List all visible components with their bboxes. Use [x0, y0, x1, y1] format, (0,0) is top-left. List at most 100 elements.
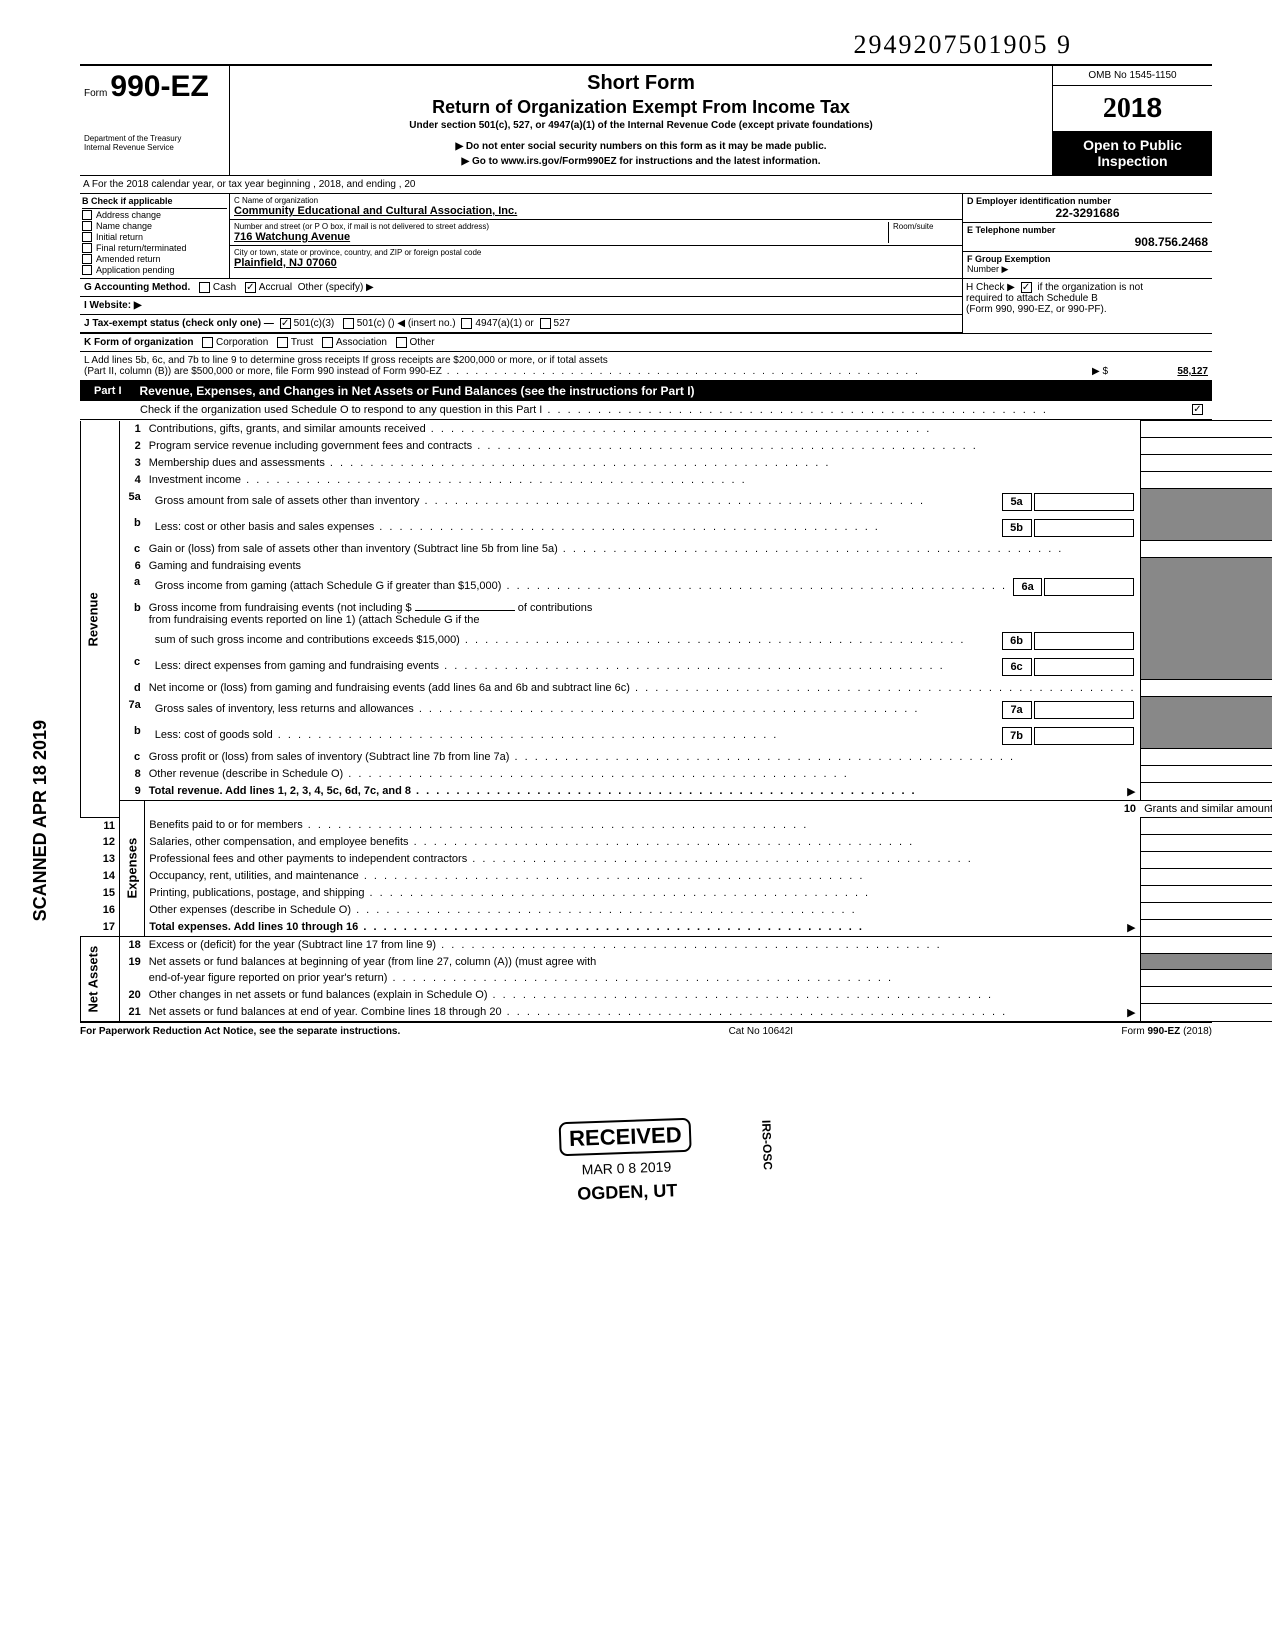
- side-netassets: Net Assets: [81, 937, 120, 1022]
- d6b4-wrap: sum of such gross income and contributio…: [145, 628, 1140, 654]
- footer-left: For Paperwork Reduction Act Notice, see …: [80, 1026, 400, 1037]
- mn6b: 6b: [1002, 632, 1032, 650]
- d21-wrap: Net assets or fund balances at end of ye…: [145, 1004, 1140, 1022]
- part1-sub-text: Check if the organization used Schedule …: [140, 404, 1048, 416]
- chk-501c[interactable]: [343, 318, 354, 329]
- d2: Program service revenue including govern…: [145, 438, 1140, 455]
- chk-address-change[interactable]: [82, 210, 92, 220]
- n18: 18: [120, 937, 145, 954]
- d13: Professional fees and other payments to …: [145, 851, 1140, 868]
- d3: Membership dues and assessments: [145, 455, 1140, 472]
- k-label: K Form of organization: [84, 337, 193, 348]
- d6b1: Gross income from fundraising events (no…: [149, 602, 412, 614]
- a17: ▶: [1127, 921, 1135, 934]
- rn19-shade: [1140, 954, 1272, 970]
- d7a-wrap: Gross sales of inventory, less returns a…: [145, 697, 1140, 723]
- chk-corp[interactable]: [202, 337, 213, 348]
- rn3: 3: [1140, 455, 1272, 472]
- chk-4947[interactable]: [461, 318, 472, 329]
- part1-sub: Check if the organization used Schedule …: [80, 401, 1212, 420]
- d6b3: from fundraising events reported on line…: [149, 614, 480, 626]
- chk-schedule-o[interactable]: ✓: [1192, 404, 1203, 415]
- mv5a: [1034, 493, 1134, 511]
- chk-527[interactable]: [540, 318, 551, 329]
- mn5a: 5a: [1002, 493, 1032, 511]
- n17: 17: [81, 919, 120, 937]
- n6: 6: [120, 558, 145, 574]
- d5a-wrap: Gross amount from sale of assets other t…: [145, 489, 1140, 515]
- mv7a: [1034, 701, 1134, 719]
- handwritten-number: 2949207501905 9: [80, 30, 1212, 60]
- chk-amended[interactable]: [82, 254, 92, 264]
- open-public-2: Inspection: [1059, 153, 1206, 169]
- open-public: Open to Public Inspection: [1053, 131, 1212, 175]
- n5b: b: [120, 515, 145, 541]
- rn11: 11: [1140, 817, 1272, 834]
- chk-initial-return[interactable]: [82, 232, 92, 242]
- d6a-wrap: Gross income from gaming (attach Schedul…: [145, 574, 1140, 600]
- lbl-4947: 4947(a)(1) or: [475, 318, 533, 329]
- part1-title: Revenue, Expenses, and Changes in Net As…: [140, 384, 695, 398]
- form-prefix: Form: [84, 88, 107, 99]
- n8: 8: [120, 766, 145, 783]
- short-form-label: Short Form: [240, 72, 1042, 95]
- scanned-stamp: SCANNED APR 18 2019: [30, 720, 51, 921]
- rn15: 15: [1140, 885, 1272, 902]
- block-bcdef: B Check if applicable Address change Nam…: [80, 194, 1212, 279]
- chk-accrual[interactable]: ✓: [245, 282, 256, 293]
- n5a: 5a: [120, 489, 145, 515]
- h-text1: if the organization is not: [1037, 282, 1143, 293]
- rn19: 19: [1140, 970, 1272, 987]
- chk-501c3[interactable]: ✓: [280, 318, 291, 329]
- d18: Excess or (deficit) for the year (Subtra…: [145, 937, 1140, 954]
- c-street-label: Number and street (or P O box, if mail i…: [234, 222, 888, 231]
- n12: 12: [81, 834, 120, 851]
- d5b: Less: cost or other basis and sales expe…: [151, 519, 1000, 537]
- n15: 15: [81, 885, 120, 902]
- header-right: OMB No 1545-1150 2018 Open to Public Ins…: [1052, 66, 1212, 175]
- e-label: E Telephone number: [967, 225, 1208, 235]
- d1: Contributions, gifts, grants, and simila…: [145, 421, 1140, 438]
- header-center: Short Form Return of Organization Exempt…: [230, 66, 1052, 175]
- rn14: 14: [1140, 868, 1272, 885]
- rn20: 20: [1140, 987, 1272, 1004]
- org-city: Plainfield, NJ 07060: [234, 257, 958, 269]
- chk-cash[interactable]: [199, 282, 210, 293]
- d19b: end-of-year figure reported on prior yea…: [145, 970, 1140, 987]
- n21: 21: [120, 1004, 145, 1022]
- mv7b: [1034, 727, 1134, 745]
- chk-app-pending[interactable]: [82, 265, 92, 275]
- n6b: b: [120, 600, 145, 654]
- chk-schedule-b[interactable]: ✓: [1021, 282, 1032, 293]
- note-url: ▶ Go to www.irs.gov/Form990EZ for instru…: [240, 156, 1042, 167]
- d6b2: of contributions: [518, 602, 593, 614]
- d6: Gaming and fundraising events: [145, 558, 1140, 574]
- omb-number: OMB No 1545-1150: [1053, 66, 1212, 86]
- rn8: 8: [1140, 766, 1272, 783]
- d10: Grants and similar amounts paid (list in…: [1140, 800, 1272, 817]
- org-name: Community Educational and Cultural Assoc…: [234, 205, 958, 217]
- chk-assoc[interactable]: [322, 337, 333, 348]
- rn5ab-shade: [1140, 489, 1272, 541]
- return-title: Return of Organization Exempt From Incom…: [240, 97, 1042, 118]
- rn1: 1: [1140, 421, 1272, 438]
- rn12: 12: [1140, 834, 1272, 851]
- main-table: Revenue 1 Contributions, gifts, grants, …: [80, 420, 1272, 1022]
- footer-right: Form 990-EZ (2018): [1121, 1026, 1212, 1037]
- rn6d: 6d: [1140, 680, 1272, 697]
- lbl-assoc: Association: [336, 337, 387, 348]
- lbl-name-change: Name change: [96, 221, 152, 231]
- chk-final-return[interactable]: [82, 243, 92, 253]
- rn21: 21: [1140, 1004, 1272, 1022]
- chk-other-org[interactable]: [396, 337, 407, 348]
- d6d: Net income or (loss) from gaming and fun…: [145, 680, 1140, 697]
- lbl-501c: 501(c) (: [357, 318, 391, 329]
- mn7a: 7a: [1002, 701, 1032, 719]
- f-label: F Group Exemption: [967, 254, 1208, 264]
- chk-name-change[interactable]: [82, 221, 92, 231]
- mv6a: [1044, 578, 1133, 596]
- row-a-text: A For the 2018 calendar year, or tax yea…: [80, 176, 418, 193]
- lbl-accrual: Accrual: [259, 282, 292, 293]
- chk-trust[interactable]: [277, 337, 288, 348]
- d12: Salaries, other compensation, and employ…: [145, 834, 1140, 851]
